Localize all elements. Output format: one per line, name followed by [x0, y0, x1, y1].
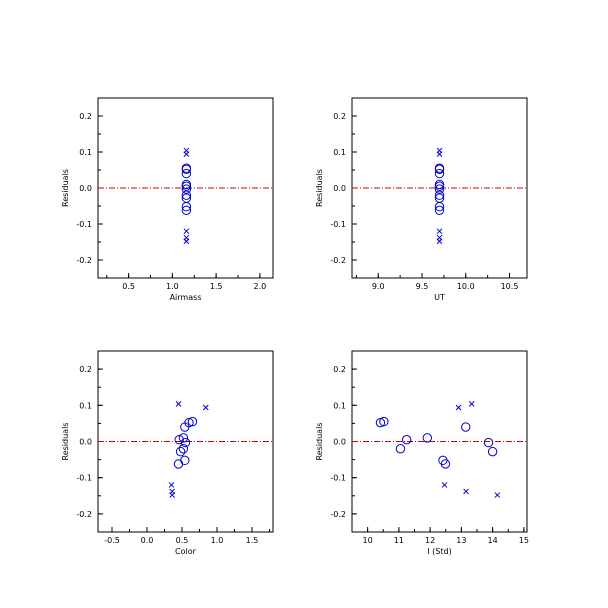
circle-marker-point	[180, 437, 191, 448]
y-tick-label: -0.2	[76, 256, 92, 265]
x-tick-label: 1.0	[166, 282, 179, 291]
circle-marker-point	[434, 184, 445, 194]
circle-marker-point	[434, 205, 445, 216]
x-tick-label: 0.5	[176, 536, 189, 545]
circle-marker-point	[181, 164, 192, 174]
y-tick-label: 0.0	[79, 438, 92, 447]
y-tick-label: 0.2	[79, 112, 92, 121]
circle-marker-point	[434, 202, 445, 212]
residual-panel-1: 0.2 0.1 0.0 -0.1 -0.2 0.5 1.0 1.5 2.0 Airmass Resi…	[61, 97, 274, 302]
circle-marker-point	[181, 184, 192, 194]
x-axis-label: Color	[175, 547, 197, 556]
y-axis-label: Residuals	[61, 169, 70, 207]
x-marker-point	[494, 492, 501, 498]
y-tick-label: -0.2	[330, 256, 346, 265]
circle-marker-point	[178, 433, 189, 443]
x-tick-label: 15	[519, 536, 529, 545]
x-tick-label: 1.5	[210, 282, 223, 291]
circle-marker-point	[395, 444, 406, 454]
circle-marker-point	[401, 434, 412, 445]
circle-marker-point	[181, 181, 192, 191]
circle-marker-point	[181, 190, 192, 200]
circle-marker-point	[434, 164, 445, 174]
x-tick-label: 10.5	[501, 282, 519, 291]
x-marker-point	[463, 488, 469, 495]
y-tick-label: 0.1	[79, 148, 92, 157]
x-tick-label: 11	[394, 536, 404, 545]
x-marker-point	[175, 400, 182, 407]
circle-marker-point	[175, 446, 186, 457]
x-axis-label: Airmass	[170, 293, 202, 302]
circle-marker-point	[181, 205, 192, 216]
x-tick-label: 10.0	[457, 282, 475, 291]
x-marker-point	[436, 228, 443, 235]
x-tick-label: 9.5	[416, 282, 429, 291]
circle-marker-point	[422, 433, 433, 443]
circle-marker-point	[180, 422, 190, 432]
y-tick-label: -0.2	[330, 510, 346, 519]
x-marker-point	[441, 482, 448, 488]
x-marker-point	[183, 238, 190, 245]
x-tick-label: 12	[425, 536, 435, 545]
x-tick-label: 0.0	[141, 536, 154, 545]
circle-marker-point	[434, 181, 445, 191]
x-marker-point	[183, 228, 190, 235]
x-tick-label: 0.5	[122, 282, 135, 291]
x-tick-label: 2.0	[254, 282, 267, 291]
x-marker-point	[202, 404, 209, 411]
circle-marker-point	[434, 190, 445, 200]
x-axis-label: UT	[434, 293, 445, 302]
x-tick-label: 9.0	[372, 282, 385, 291]
circle-marker-point	[434, 168, 445, 179]
y-axis-label: Residuals	[61, 423, 70, 461]
y-tick-label: 0.0	[333, 184, 346, 193]
circle-marker-point	[487, 446, 498, 457]
x-marker-point	[168, 482, 175, 488]
x-tick-label: -0.5	[104, 536, 120, 545]
y-axis-label: Residuals	[315, 169, 324, 207]
y-tick-label: 0.2	[333, 365, 346, 374]
circle-marker-point	[483, 437, 494, 448]
y-tick-label: -0.1	[330, 474, 346, 483]
y-tick-label: 0.1	[333, 148, 346, 157]
circle-marker-point	[173, 459, 184, 469]
x-tick-label: 1.0	[211, 536, 224, 545]
y-tick-label: 0.1	[79, 401, 92, 410]
x-tick-label: 14	[488, 536, 498, 545]
y-tick-label: -0.1	[76, 220, 92, 229]
circle-marker-point	[178, 444, 189, 454]
circle-marker-point	[181, 168, 192, 179]
x-tick-label: 1.5	[246, 536, 259, 545]
y-tick-label: 0.2	[79, 365, 92, 374]
circle-marker-point	[174, 434, 184, 445]
circle-marker-point	[440, 459, 451, 469]
residual-panel-3: 0.2 0.1 0.0 -0.1 -0.2 -0.5 0.0 0.5 1.0 1.5 Color Re…	[61, 350, 274, 556]
x-marker-point	[169, 492, 176, 498]
residual-panel-2: 0.2 0.1 0.0 -0.1 -0.2 9.0 9.5 10.0 10.5 UT Residua…	[315, 97, 528, 302]
x-marker-point	[436, 151, 443, 158]
circle-marker-point	[180, 455, 190, 466]
y-tick-label: -0.2	[76, 510, 92, 519]
circle-marker-point	[375, 417, 386, 428]
y-tick-label: 0.2	[333, 112, 346, 121]
y-tick-label: 0.1	[333, 401, 346, 410]
residual-panel-4: 0.2 0.1 0.0 -0.1 -0.2 10 11 12 13 14 15 I (Std) Resi…	[315, 350, 529, 556]
y-axis-label: Residuals	[315, 423, 324, 461]
x-axis-label: I (Std)	[427, 547, 451, 556]
x-marker-point	[183, 151, 190, 158]
x-marker-point	[468, 400, 475, 407]
x-marker-point	[455, 404, 462, 411]
x-tick-label: 13	[456, 536, 466, 545]
y-tick-label: -0.1	[76, 474, 92, 483]
circle-marker-point	[461, 422, 471, 432]
y-tick-label: 0.0	[79, 184, 92, 193]
y-tick-label: 0.0	[333, 438, 346, 447]
y-tick-label: -0.1	[330, 220, 346, 229]
x-marker-point	[436, 238, 443, 245]
x-tick-label: 10	[363, 536, 373, 545]
circle-marker-point	[181, 202, 192, 212]
